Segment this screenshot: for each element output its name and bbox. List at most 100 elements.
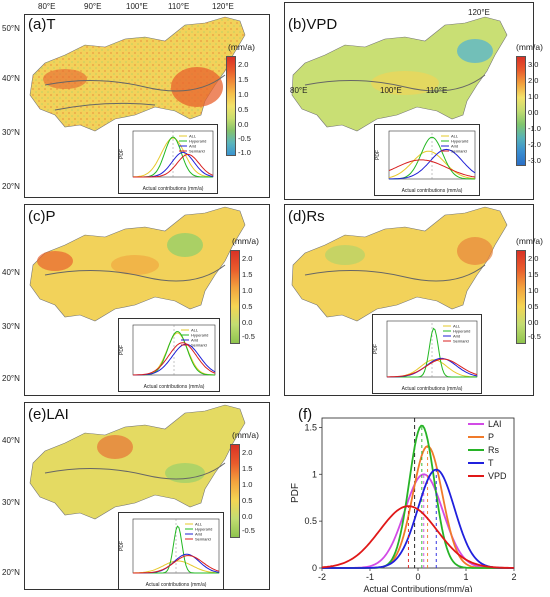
colorbar-label: 2.0 (528, 76, 539, 85)
map-region (29, 206, 246, 322)
colorbar-label: 1.5 (528, 270, 539, 279)
inset-legend-label: Arid (195, 532, 202, 537)
lat-tick: 30°N (2, 128, 20, 137)
x-tick-label: 1 (463, 572, 468, 582)
panel-e-lai: (e)LAI 40°N 30°N 20°N (mm/a) 2.0 1.5 1.0… (0, 400, 272, 592)
inset-legend-label: Hyperarid (195, 527, 212, 532)
colorbar-unit: (mm/a) (516, 236, 543, 246)
lon-tick: 80°E (290, 86, 308, 95)
inset-legend-label: ALL (189, 134, 197, 139)
x-tick-label: 2 (511, 572, 516, 582)
panel-a-temperature: 80°E 90°E 100°E 110°E 120°E 50°N 40°N 30… (0, 0, 272, 200)
inset-curve (133, 555, 220, 574)
inset-legend-label: Semiarid (195, 537, 211, 542)
colorbar-label: -0.5 (528, 332, 541, 341)
inset-legend-label: Arid (189, 144, 196, 149)
inset-legend-label: Hyperarid (191, 333, 208, 338)
inset-xlabel: Actual contributions (mm/a) (402, 386, 463, 392)
inset-legend-label: Hyperarid (451, 139, 468, 144)
inset-ylabel: PDF (119, 149, 125, 159)
x-axis-label: Actual Contributions(mm/a) (363, 584, 472, 592)
colorbar-label: -0.5 (238, 134, 251, 143)
x-tick-label: -2 (318, 572, 326, 582)
colorbar-label: 1.0 (528, 92, 539, 101)
inset-legend-label: ALL (451, 134, 459, 139)
panel-title: (b)VPD (288, 16, 338, 33)
panel-title: (e)LAI (28, 406, 69, 423)
chart-axes (321, 417, 515, 569)
colorbar-label: 1.5 (238, 75, 249, 84)
colorbar-label: 0.0 (242, 318, 253, 327)
map-region (29, 16, 246, 132)
map-region (29, 404, 246, 520)
colorbar (516, 56, 526, 166)
inset-ylabel: PDF (373, 344, 379, 354)
legend-label: LAI (488, 419, 502, 429)
colorbar (226, 56, 236, 156)
panel-title: (d)Rs (288, 208, 325, 225)
inset-legend-label: Hyperarid (189, 139, 206, 144)
y-tick-label: 1.5 (304, 422, 317, 432)
series-curve-rs (322, 424, 514, 569)
inset-curve (387, 358, 478, 378)
colorbar (516, 250, 526, 344)
inset-curve (133, 153, 214, 178)
inset-legend-label: Semiarid (453, 339, 469, 344)
inset-xlabel: Actual contributions (mm/a) (144, 384, 205, 390)
legend-label: VPD (488, 471, 507, 481)
lon-tick: 80°E (38, 2, 56, 11)
colorbar (230, 250, 240, 344)
colorbar-label: 1.5 (242, 270, 253, 279)
inset-pdf-chart: PDF Actual contributions (mm/a) ALL Hyperar… (118, 318, 220, 392)
colorbar-label: 1.0 (238, 90, 249, 99)
inset-legend-label: Arid (191, 338, 198, 343)
y-tick-label: 0.5 (304, 516, 317, 526)
lon-tick: 110°E (426, 86, 448, 95)
colorbar-label: -3.0 (528, 156, 541, 165)
lon-tick: 120°E (468, 8, 490, 17)
lat-tick: 40°N (2, 268, 20, 277)
colorbar-label: 0.5 (528, 302, 539, 311)
colorbar-label: 0.0 (242, 512, 253, 521)
inset-xlabel: Actual contributions (mm/a) (402, 188, 463, 194)
lat-tick: 50°N (2, 24, 20, 33)
inset-legend-label: ALL (191, 328, 199, 333)
inset-curve (132, 137, 214, 178)
colorbar-label: 1.5 (242, 464, 253, 473)
inset-svg: PDF Actual contributions (mm/a) ALLHyperar… (119, 324, 216, 390)
lat-tick: 40°N (2, 436, 20, 445)
legend-label: Rs (488, 445, 499, 455)
series-curve-t (322, 468, 514, 569)
lat-tick: 40°N (2, 74, 20, 83)
lat-tick: 30°N (2, 498, 20, 507)
inset-pdf-chart: PDF Actual contributions (mm/a) ALL Hyperar… (118, 124, 218, 194)
panel-title: (a)T (28, 16, 56, 33)
colorbar-label: 2.0 (238, 60, 249, 69)
inset-legend-label: Arid (453, 334, 460, 339)
inset-curve (389, 148, 476, 180)
colorbar-label: 0.0 (528, 318, 539, 327)
colorbar-label: 0.5 (242, 496, 253, 505)
inset-legend-label: Semiarid (189, 149, 205, 154)
colorbar-label: 0.5 (242, 302, 253, 311)
inset-legend-label: ALL (453, 324, 461, 329)
colorbar-unit: (mm/a) (232, 236, 259, 246)
inset-xlabel: Actual contributions (mm/a) (146, 582, 207, 588)
colorbar-label: 2.0 (528, 254, 539, 263)
map-frame (24, 204, 270, 396)
y-tick-label: 0 (312, 563, 317, 573)
x-tick-label: -1 (366, 572, 374, 582)
inset-svg: PDF Actual contributions (mm/a) ALLHyperar… (373, 320, 478, 392)
colorbar-label: -1.0 (528, 124, 541, 133)
lat-tick: 20°N (2, 374, 20, 383)
colorbar-label: 1.0 (242, 480, 253, 489)
lon-tick: 120°E (212, 2, 234, 11)
lat-tick: 20°N (2, 568, 20, 577)
legend-label: P (488, 432, 494, 442)
panel-d-radiation: (d)Rs (mm/a) 2.0 1.5 1.0 0.5 0.0 -0.5 PD… (276, 202, 550, 398)
inset-curve (387, 327, 477, 378)
inset-legend-label: ALL (195, 522, 203, 527)
inset-xlabel: Actual contributions (mm/a) (143, 186, 204, 192)
lon-tick: 90°E (84, 2, 102, 11)
inset-legend-label: Hyperarid (453, 329, 470, 334)
